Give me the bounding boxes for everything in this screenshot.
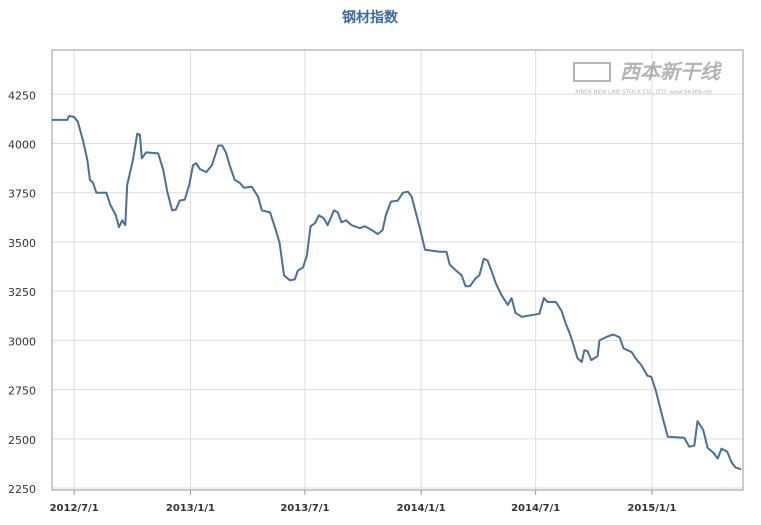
data-line [52,115,742,471]
y-tick-label: 3250 [8,286,36,299]
y-tick-label: 4250 [8,89,36,102]
y-tick-label: 3000 [8,335,36,348]
y-tick-label: 2250 [8,483,36,496]
x-tick-label: 2014/1/1 [397,503,446,514]
x-tick-label: 2015/1/1 [627,503,676,514]
y-tick-label: 2500 [8,434,36,447]
watermark: 西本新干线 XIBEN NEW LINE STOCK CO., LTD. www… [573,60,723,96]
plot-frame [51,49,744,491]
y-tick-label: 2750 [8,385,36,398]
x-tick-label: 2013/1/1 [166,503,215,514]
y-tick-label: 3750 [8,188,36,201]
watermark-name: 西本新干线 [620,60,723,84]
chart-title: 钢材指数 [342,9,399,26]
watermark-subtitle: XIBEN NEW LINE STOCK CO., LTD. www.96369… [575,90,713,96]
watermark-logo [573,62,611,82]
y-tick-label: 4000 [8,139,36,152]
y-tick-label: 3500 [8,237,36,250]
x-tick-label: 2012/7/1 [50,503,99,514]
x-tick-label: 2013/7/1 [280,503,329,514]
x-tick-label: 2014/7/1 [511,503,560,514]
